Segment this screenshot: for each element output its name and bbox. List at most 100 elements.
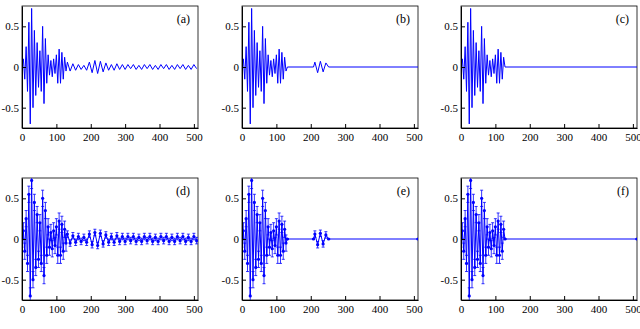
y-tick: 0	[234, 233, 247, 245]
data-point	[38, 221, 41, 224]
error-bar-cap	[48, 255, 51, 256]
error-bar	[265, 247, 268, 263]
error-bar-cap	[264, 218, 267, 219]
x-tick: 200	[303, 124, 320, 143]
plot-area	[461, 8, 637, 123]
x-axis-line	[462, 300, 638, 301]
error-bar-cap	[159, 239, 162, 240]
y-tick-mark	[461, 198, 465, 199]
data-point	[165, 235, 168, 238]
error-bar	[269, 224, 272, 240]
plot-frame	[242, 6, 418, 128]
x-tick-label: 300	[337, 131, 354, 143]
x-tick-mark	[56, 124, 57, 128]
data-point	[265, 254, 268, 257]
error-bar-cap	[49, 224, 52, 225]
error-bar-cap	[486, 218, 489, 219]
data-point	[148, 235, 151, 238]
figure: 0100200300400500-0.500.5(a)0100200300400…	[0, 0, 640, 329]
error-bar-cap	[501, 259, 504, 260]
error-bar-cap	[473, 275, 476, 276]
error-bar-cap	[104, 238, 107, 239]
error-bar-cap	[484, 263, 487, 264]
error-bar-cap	[466, 202, 469, 203]
data-point	[104, 233, 107, 236]
error-bar-cap	[465, 271, 468, 272]
error-bar-cap	[173, 244, 176, 245]
error-bar	[157, 238, 160, 245]
error-bar	[36, 206, 39, 222]
error-bar-cap	[33, 194, 36, 195]
error-bar-cap	[66, 230, 69, 231]
data-point	[488, 231, 491, 234]
error-bar-cap	[490, 256, 493, 257]
error-bar-cap	[121, 239, 124, 240]
data-point	[499, 223, 502, 226]
x-tick-mark	[599, 124, 600, 128]
data-point	[286, 237, 289, 240]
data-point	[264, 209, 267, 212]
data-point	[250, 179, 253, 182]
error-bar-cap	[246, 271, 249, 272]
error-bar-cap	[472, 210, 475, 211]
error-bar-cap	[148, 233, 151, 234]
error-bar-cap	[44, 218, 47, 219]
error-bar-cap	[88, 237, 91, 238]
error-bar-cap	[486, 234, 489, 235]
data-point	[268, 246, 271, 249]
error-bar-cap	[41, 190, 44, 191]
error-bar-cap	[176, 239, 179, 240]
x-tick: 300	[117, 296, 134, 315]
panel-label: (b)	[396, 12, 410, 26]
error-bar	[278, 213, 281, 229]
error-bar-cap	[476, 251, 479, 252]
data-point	[312, 237, 315, 240]
data-point	[25, 217, 28, 220]
error-bar-cap	[247, 186, 250, 187]
data-point	[483, 209, 486, 212]
error-bar	[168, 238, 171, 245]
error-bar-stem	[30, 288, 31, 300]
y-tick-label: -0.5	[222, 102, 240, 114]
error-bar-cap	[464, 210, 467, 211]
panel: 0100200300400500-0.500.5(d)	[2, 172, 204, 315]
data-point	[151, 240, 154, 243]
error-bar-cap	[253, 194, 256, 195]
x-tick-mark	[91, 296, 92, 300]
x-tick-label: 200	[83, 131, 100, 143]
error-bar	[88, 231, 91, 238]
data-point	[121, 235, 124, 238]
error-bar-cap	[43, 283, 46, 284]
error-bar-cap	[495, 263, 498, 264]
error-bar-cap	[99, 230, 102, 231]
error-bar-cap	[471, 271, 474, 272]
error-bar-cap	[498, 263, 501, 264]
data-point	[316, 243, 319, 246]
error-bar	[54, 237, 57, 253]
data-point	[99, 232, 102, 235]
data-point	[486, 225, 489, 228]
error-bar-cap	[466, 186, 469, 187]
error-bar-cap	[56, 247, 59, 248]
error-bar-cap	[494, 218, 497, 219]
x-tick-label: 300	[337, 303, 354, 315]
y-tick-label: 0.5	[225, 192, 239, 204]
error-bar-cap	[316, 247, 319, 248]
error-bar-cap	[195, 243, 198, 244]
error-bar-cap	[63, 221, 66, 222]
error-bar-cap	[487, 255, 490, 256]
data-point	[469, 179, 472, 182]
data-point	[168, 240, 171, 243]
error-bar-cap	[176, 233, 179, 234]
data-point	[126, 235, 129, 238]
error-bar-cap	[132, 233, 135, 234]
error-bar	[462, 243, 465, 259]
x-tick-label: 100	[488, 131, 505, 143]
data-point	[31, 278, 34, 281]
data-point	[102, 242, 105, 245]
error-bar-cap	[60, 216, 63, 217]
error-bar	[468, 288, 471, 300]
error-bar-cap	[258, 214, 261, 215]
error-bar	[23, 243, 26, 259]
error-bar-cap	[170, 234, 173, 235]
